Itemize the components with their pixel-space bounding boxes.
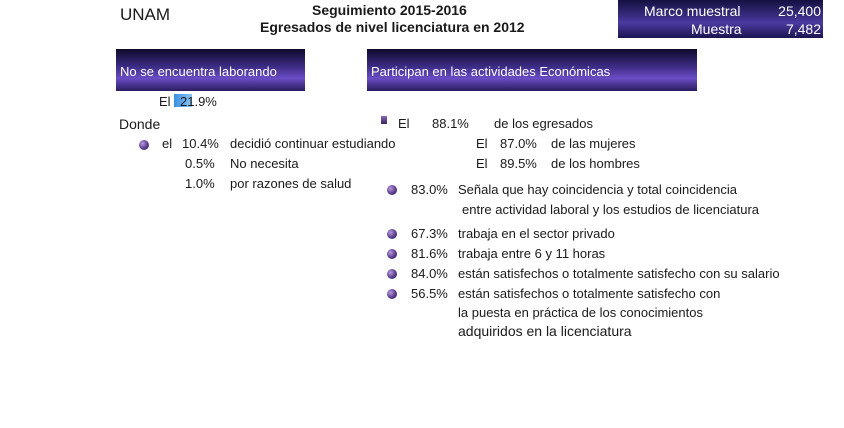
bullet-icon (139, 140, 149, 150)
fact-text: están satisfechos o totalmente satisfech… (458, 286, 721, 301)
fact-text: la puesta en práctica de los conocimient… (458, 305, 703, 320)
sample-muestra-value: 7,482 (785, 21, 821, 37)
sample-marco-value: 25,400 (778, 3, 821, 19)
women-el-label: El (476, 136, 488, 151)
sample-muestra-label: Muestra (691, 21, 742, 37)
bullet-icon (387, 289, 397, 299)
not-working-banner-label: No se encuentra laborando (120, 64, 277, 79)
bullet-icon (387, 229, 397, 239)
fact-pct: 81.6% (411, 246, 448, 261)
fact-pct: 67.3% (411, 226, 448, 241)
left-item-pct: 0.5% (185, 156, 215, 171)
donde-label: Donde (119, 116, 161, 132)
sample-box: Marco muestral 25,400 Muestra 7,482 (618, 0, 823, 38)
donde-el-label: el (162, 136, 173, 151)
page-title-line2: Egresados de nivel licenciatura en 2012 (260, 19, 525, 35)
not-working-el-label: El (159, 94, 171, 109)
sample-marco-label: Marco muestral (644, 3, 741, 19)
left-item-text: No necesita (230, 156, 299, 171)
economic-activity-banner: Participan en las actividades Económicas (367, 49, 697, 91)
not-working-bar (174, 94, 192, 107)
not-working-banner: No se encuentra laborando (116, 49, 305, 91)
fact-pct: 83.0% (411, 182, 448, 197)
fact-text: entre actividad laboral y los estudios d… (462, 202, 760, 217)
left-item-pct: 1.0% (185, 176, 215, 191)
fact-text: Señala que hay coincidencia y total coin… (458, 182, 737, 197)
fact-pct: 56.5% (411, 286, 448, 301)
fact-text: adquiridos en la licenciatura (458, 323, 632, 339)
bullet-icon (387, 185, 397, 195)
bullet-icon (387, 249, 397, 259)
economic-text: de los egresados (494, 116, 594, 131)
fact-pct: 84.0% (411, 266, 448, 281)
men-pct: 89.5% (500, 156, 537, 171)
left-item-text: decidió continuar estudiando (230, 136, 396, 151)
fact-text: trabaja entre 6 y 11 horas (458, 246, 606, 261)
fact-text: están satisfechos o totalmente satisfech… (458, 266, 780, 281)
men-text: de los hombres (551, 156, 640, 171)
left-item-text: por razones de salud (230, 176, 352, 191)
economic-el-label: El (398, 116, 410, 131)
economic-activity-banner-label: Participan en las actividades Económicas (371, 64, 611, 79)
bullet-icon (387, 269, 397, 279)
left-item-pct: 10.4% (182, 136, 219, 151)
square-bullet-icon (381, 116, 387, 124)
economic-pct: 88.1% (432, 116, 469, 131)
men-el-label: El (476, 156, 488, 171)
page-title-line1: Seguimiento 2015-2016 (312, 2, 467, 18)
institution-label: UNAM (120, 5, 171, 24)
women-text: de las mujeres (551, 136, 636, 151)
not-working-pct: 21.9% (180, 94, 217, 109)
fact-text: trabaja en el sector privado (458, 226, 615, 241)
women-pct: 87.0% (500, 136, 537, 151)
